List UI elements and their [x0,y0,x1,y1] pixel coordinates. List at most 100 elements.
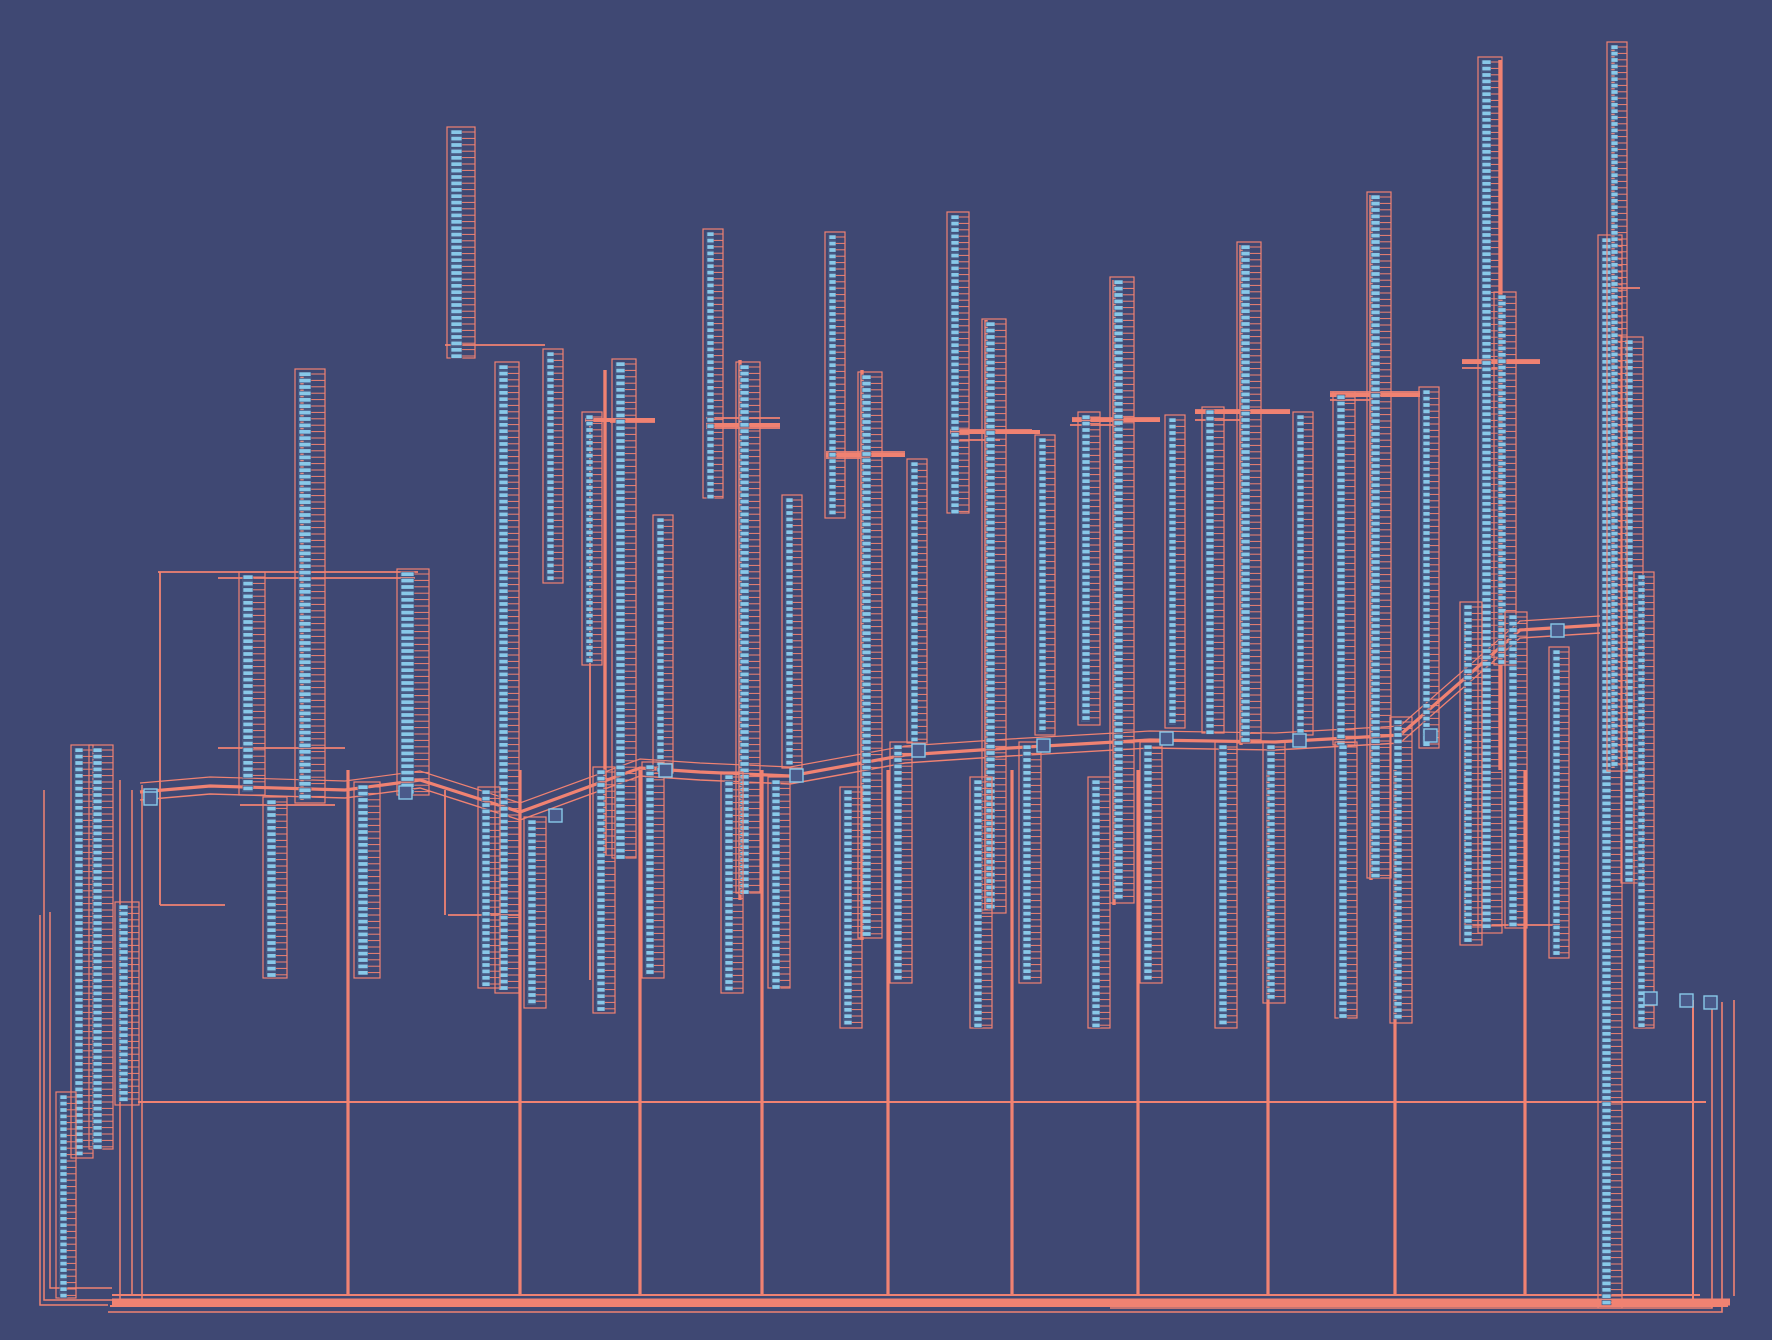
module-pin [1022,898,1032,904]
module-pin [615,540,626,546]
module-pin [893,904,903,910]
module-pin [298,736,312,742]
module-pin [1143,885,1153,891]
module-pin [1038,636,1047,642]
module-pin [1370,361,1381,367]
module-pin [973,907,983,913]
module-pin [74,1054,84,1060]
module-pin [1113,670,1124,676]
module-pin [1022,962,1032,968]
module-pin [1240,577,1251,583]
module-pin [596,840,606,846]
module-pin [298,698,312,704]
module-column [542,348,564,584]
module-pin [910,487,919,493]
module-pin [298,659,312,665]
module-pin [1205,441,1215,447]
module-pin [724,960,734,966]
module-pin [706,449,715,455]
module-pin [656,562,665,568]
module-pin [771,939,781,945]
module-pin [615,483,626,489]
module-pin [1218,955,1228,961]
module-pin [1296,709,1305,715]
module-pin [615,406,626,412]
module-pin [1370,399,1381,405]
module-pin [1336,561,1346,567]
module-pin [59,1120,68,1126]
module-pin [585,638,594,644]
module-pin [893,955,903,961]
module-body [498,365,508,990]
module-pin [242,702,254,708]
module-pin [450,302,463,308]
module-pin [498,377,509,383]
module-pin [724,845,734,851]
module-pin [357,944,369,950]
module-pin [92,946,103,952]
module-pin [242,581,254,587]
module-pin [1422,402,1431,408]
module-pin [1113,439,1124,445]
module-pin [298,730,312,736]
module-pin [1370,815,1381,821]
module-pin [1168,558,1177,564]
module-pin [1168,481,1177,487]
module-pin [1370,802,1381,808]
module-pin [615,624,626,630]
module-pin [498,447,509,453]
module-pin [400,629,415,635]
module-pin [357,874,369,880]
module-pin [615,361,626,367]
module-pin [1168,686,1177,692]
module-pin [985,622,996,628]
module-pin [615,803,626,809]
module-pin [950,227,960,233]
module-pin [266,902,277,908]
module-pin [1091,843,1101,849]
module-pin [1240,609,1251,615]
module-pin [400,712,415,718]
module-pin [1338,815,1348,821]
module-pin [1422,536,1431,542]
module-pin [1393,745,1403,751]
module-pin [1422,556,1431,562]
module-pin [74,805,84,811]
module-pin [400,693,415,699]
module-pin [950,323,960,329]
module-pin [92,1067,103,1073]
module-pin [357,887,369,893]
module-pin [1370,380,1381,386]
module-pin [615,374,626,380]
module-pin [1091,850,1101,856]
module-pin [400,757,415,763]
module-pin [706,359,715,365]
module-pin [706,282,715,288]
module-pin [450,340,463,346]
module-pin [861,477,872,483]
module-pin [400,680,415,686]
module-pin [1338,943,1348,949]
module-pin [450,257,463,263]
module-pin [1338,930,1348,936]
module-pin [1113,727,1124,733]
module-pin [615,662,626,668]
module-pin [1296,478,1305,484]
module-pin [498,703,509,709]
module-pin [585,529,594,535]
module-pin [1336,573,1346,579]
module-pin [298,544,312,550]
module-pin [298,410,312,416]
module-pin [645,777,655,783]
module-pin [656,632,665,638]
module-pin [527,986,537,992]
module-pin [1370,604,1381,610]
module-pin [893,975,903,981]
module-pin [585,491,594,497]
module-pin [1240,417,1251,423]
module-pin [739,697,750,703]
module-pin [585,619,594,625]
module-pin [357,791,369,797]
module-pin [1143,751,1153,757]
